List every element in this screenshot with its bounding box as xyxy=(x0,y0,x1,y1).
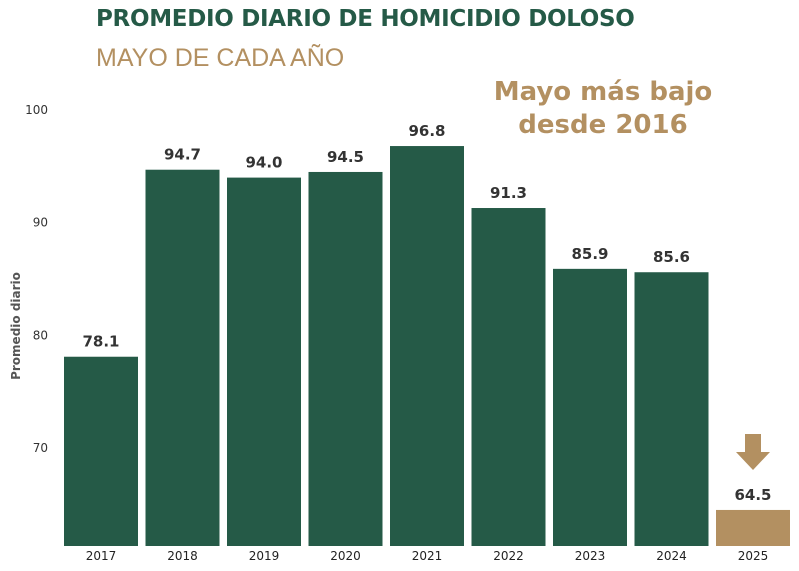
x-tick-label: 2017 xyxy=(86,549,117,563)
data-label: 91.3 xyxy=(490,184,527,202)
callout-text: Mayo más bajo desde 2016 xyxy=(478,76,728,142)
x-tick-label: 2023 xyxy=(575,549,606,563)
x-tick-label: 2024 xyxy=(656,549,687,563)
data-label: 96.8 xyxy=(408,122,445,140)
x-tick-label: 2025 xyxy=(738,549,769,563)
chart-title: PROMEDIO DIARIO DE HOMICIDIO DOLOSO xyxy=(96,6,635,32)
bar xyxy=(227,177,301,546)
x-tick-label: 2019 xyxy=(249,549,280,563)
x-tick-label: 2021 xyxy=(412,549,443,563)
y-tick-label: 100 xyxy=(25,103,48,117)
x-tick-label: 2020 xyxy=(330,549,361,563)
bar xyxy=(634,272,709,546)
down-arrow-icon xyxy=(736,434,770,470)
data-label: 85.9 xyxy=(571,245,608,263)
callout-line-1: Mayo más bajo xyxy=(493,77,713,107)
data-label: 94.0 xyxy=(245,154,282,172)
bar xyxy=(308,171,383,547)
y-tick-label: 80 xyxy=(33,328,48,342)
data-label: 78.1 xyxy=(82,333,119,351)
data-label: 85.6 xyxy=(653,248,690,266)
x-tick-label: 2018 xyxy=(167,549,198,563)
x-tick-label: 2022 xyxy=(493,549,524,563)
bar-highlight xyxy=(716,509,790,546)
bar xyxy=(390,146,464,546)
y-tick-label: 90 xyxy=(33,216,48,230)
data-label: 94.5 xyxy=(327,148,364,166)
data-label: 64.5 xyxy=(734,486,771,504)
bar xyxy=(64,356,138,546)
y-tick-label: 70 xyxy=(33,441,48,455)
callout-line-2: desde 2016 xyxy=(518,110,688,140)
chart-subtitle: MAYO DE CADA AÑO xyxy=(96,44,345,72)
data-label: 94.7 xyxy=(164,146,201,164)
bar xyxy=(553,268,627,546)
bar xyxy=(145,169,220,546)
bar xyxy=(471,208,546,546)
